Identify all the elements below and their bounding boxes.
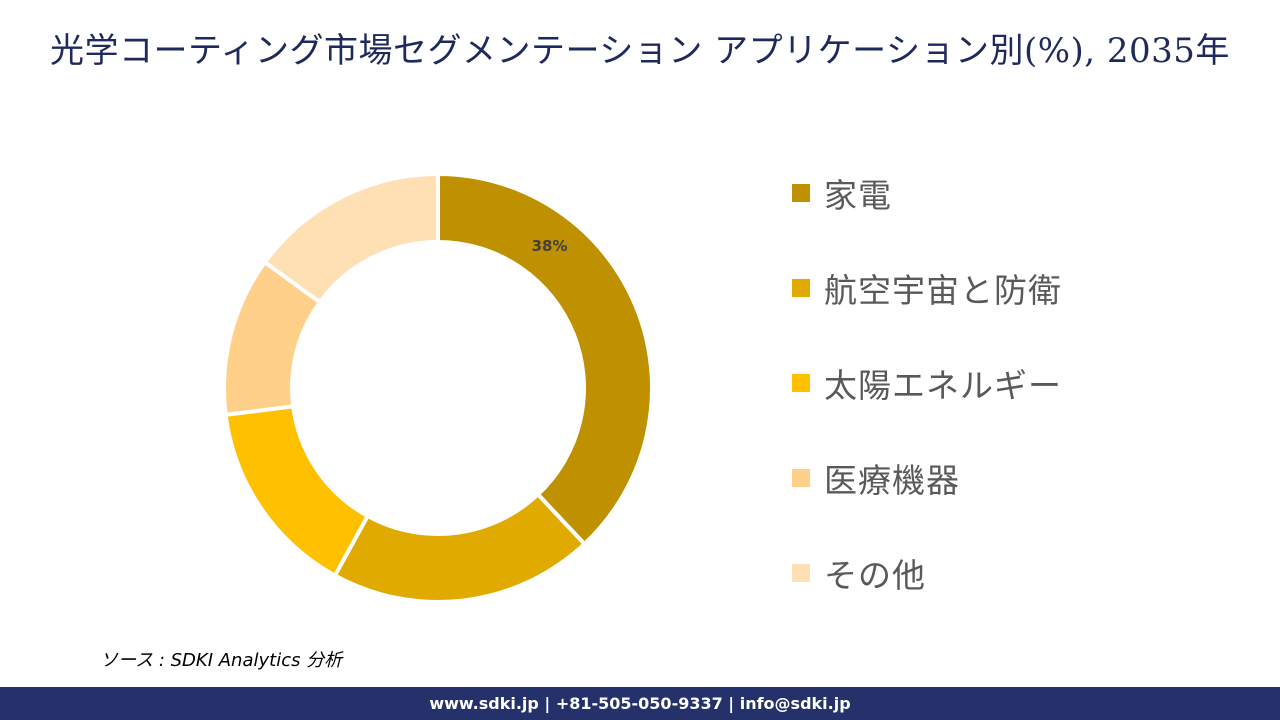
- footer-bar: www.sdki.jp | +81-505-050-9337 | info@sd…: [0, 687, 1280, 720]
- legend-item: 太陽エネルギー: [792, 356, 1062, 410]
- footer-contact-text: www.sdki.jp | +81-505-050-9337 | info@sd…: [429, 694, 851, 713]
- donut-chart: 38%: [210, 160, 670, 620]
- legend-label: 家電: [824, 176, 892, 215]
- legend-label: その他: [824, 556, 926, 595]
- source-note: ソース : SDKI Analytics 分析: [100, 650, 343, 671]
- legend-swatch-icon: [792, 469, 810, 487]
- legend-swatch-icon: [792, 279, 810, 297]
- data-label: 38%: [532, 237, 568, 255]
- legend-item: 家電: [792, 166, 1062, 220]
- chart-title: 光学コーティング市場セグメンテーション アプリケーション別(%), 2035年: [50, 31, 1230, 71]
- legend-item: 航空宇宙と防衛: [792, 261, 1062, 315]
- donut-slice: [436, 171, 654, 547]
- legend-item: その他: [792, 546, 1062, 600]
- donut-chart-svg: 38%: [222, 171, 654, 604]
- donut-slice: [332, 491, 588, 604]
- legend-swatch-icon: [792, 564, 810, 582]
- legend-swatch-icon: [792, 374, 810, 392]
- legend-swatch-icon: [792, 184, 810, 202]
- legend-item: 医療機器: [792, 451, 1062, 505]
- legend-label: 太陽エネルギー: [824, 366, 1062, 405]
- chart-legend: 家電 航空宇宙と防衛 太陽エネルギー 医療機器 その他: [792, 166, 1062, 641]
- donut-slice: [262, 171, 440, 305]
- donut-slice: [223, 404, 371, 579]
- legend-label: 医療機器: [824, 461, 960, 500]
- legend-label: 航空宇宙と防衛: [824, 271, 1062, 310]
